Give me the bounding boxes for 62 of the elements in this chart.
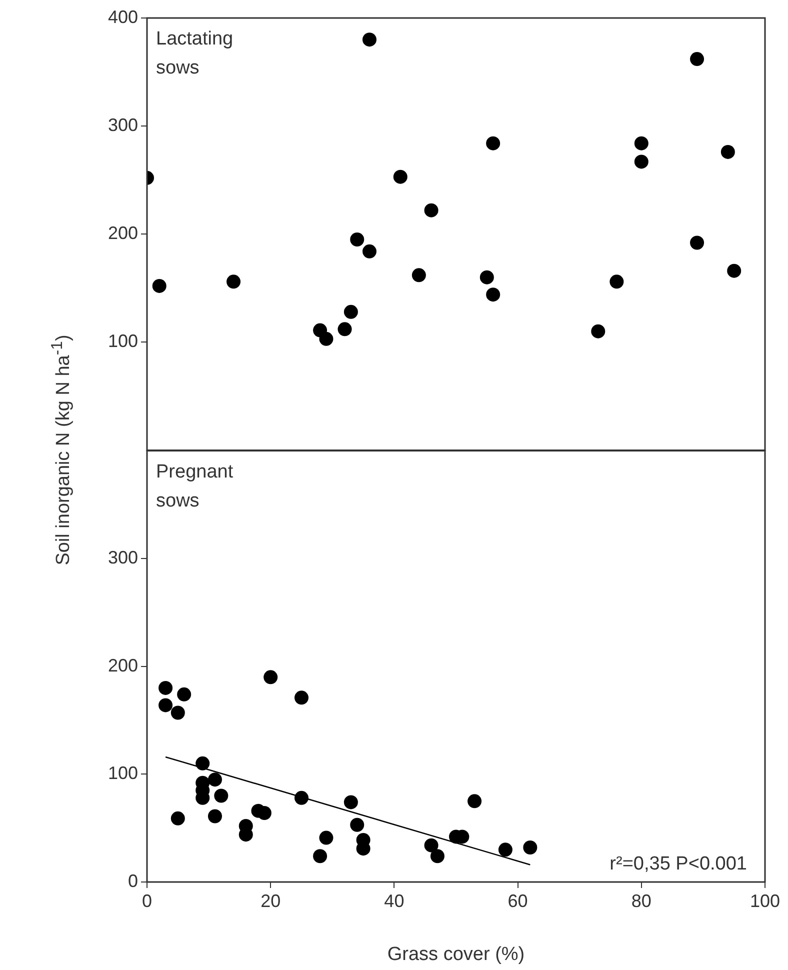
annotation: r²=0,35 P<0.001 bbox=[610, 854, 747, 875]
point bbox=[486, 288, 500, 302]
point bbox=[424, 838, 438, 852]
point bbox=[158, 680, 173, 695]
point bbox=[319, 830, 334, 845]
y-tick-label: 200 bbox=[108, 655, 138, 676]
x-axis-title: Grass cover (%) bbox=[387, 944, 525, 965]
point bbox=[424, 203, 438, 218]
point bbox=[468, 794, 482, 808]
point bbox=[319, 332, 334, 346]
point bbox=[214, 788, 228, 803]
y-tick-label: 400 bbox=[108, 6, 138, 27]
point bbox=[350, 818, 364, 832]
point bbox=[690, 236, 704, 250]
point bbox=[610, 274, 624, 289]
point bbox=[591, 324, 606, 338]
x-tick-label: 20 bbox=[260, 890, 281, 911]
point bbox=[727, 264, 742, 278]
point bbox=[523, 840, 538, 855]
y-tick-label: 200 bbox=[108, 223, 138, 244]
x-tick-label: 100 bbox=[750, 890, 780, 911]
point bbox=[362, 244, 376, 258]
point bbox=[158, 698, 173, 712]
y-tick-label: 0 bbox=[128, 870, 138, 891]
y-tick-label: 100 bbox=[108, 763, 138, 784]
point bbox=[634, 154, 648, 169]
point bbox=[294, 690, 308, 705]
point bbox=[294, 790, 308, 805]
x-tick-label: 80 bbox=[631, 890, 652, 911]
point bbox=[170, 811, 185, 826]
point bbox=[170, 706, 185, 720]
point bbox=[486, 136, 500, 150]
point bbox=[264, 670, 278, 684]
point bbox=[196, 756, 210, 770]
x-tick-label: 0 bbox=[142, 890, 152, 911]
point bbox=[338, 322, 352, 336]
point bbox=[257, 806, 272, 820]
point bbox=[362, 32, 376, 47]
y-tick-label: 100 bbox=[108, 331, 138, 352]
y-tick-label: 300 bbox=[108, 548, 138, 568]
annotation: Lactating sows bbox=[156, 28, 234, 79]
point bbox=[313, 849, 328, 864]
point bbox=[344, 795, 358, 810]
point bbox=[226, 274, 241, 289]
annotation: Pregnant sows bbox=[156, 462, 234, 512]
x-tick-label: 40 bbox=[384, 890, 404, 911]
point bbox=[480, 270, 494, 284]
point bbox=[344, 304, 358, 319]
point bbox=[152, 278, 166, 293]
point bbox=[634, 136, 648, 150]
point bbox=[177, 687, 192, 702]
x-tick-label: 60 bbox=[508, 890, 528, 911]
point bbox=[720, 144, 735, 159]
point bbox=[350, 232, 364, 247]
point bbox=[498, 842, 512, 857]
y-tick-label: 300 bbox=[108, 115, 138, 136]
point bbox=[412, 268, 426, 282]
point bbox=[690, 52, 704, 66]
point bbox=[208, 809, 222, 824]
point bbox=[430, 849, 444, 864]
point bbox=[208, 772, 222, 787]
point bbox=[393, 170, 408, 184]
